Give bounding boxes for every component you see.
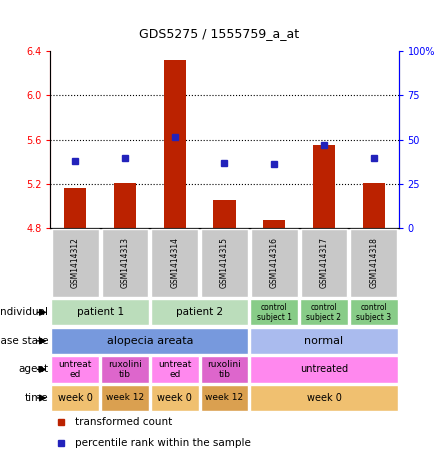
Bar bbox=[152, 229, 198, 297]
Text: week 12: week 12 bbox=[106, 394, 144, 402]
Text: individual: individual bbox=[0, 307, 48, 318]
Bar bbox=[251, 299, 298, 325]
Bar bbox=[102, 229, 148, 297]
Bar bbox=[213, 200, 236, 228]
Bar bbox=[251, 385, 398, 411]
Bar bbox=[300, 299, 348, 325]
Text: patient 1: patient 1 bbox=[77, 307, 124, 318]
Bar bbox=[51, 357, 99, 382]
Bar bbox=[300, 229, 347, 297]
Text: untreat
ed: untreat ed bbox=[158, 360, 191, 379]
Text: GSM1414316: GSM1414316 bbox=[270, 237, 279, 289]
Bar bbox=[52, 229, 99, 297]
Text: percentile rank within the sample: percentile rank within the sample bbox=[75, 438, 251, 448]
Bar bbox=[350, 299, 398, 325]
Bar bbox=[64, 188, 86, 228]
Text: GSM1414312: GSM1414312 bbox=[71, 237, 80, 289]
Text: GSM1414314: GSM1414314 bbox=[170, 237, 179, 289]
Text: untreated: untreated bbox=[300, 364, 348, 375]
Text: ruxolini
tib: ruxolini tib bbox=[108, 360, 142, 379]
Text: time: time bbox=[25, 393, 48, 403]
Bar bbox=[201, 385, 248, 411]
Bar bbox=[101, 385, 149, 411]
Bar bbox=[363, 183, 385, 228]
Text: GSM1414318: GSM1414318 bbox=[369, 237, 378, 289]
Bar bbox=[263, 220, 286, 228]
Bar bbox=[151, 299, 248, 325]
Text: GSM1414313: GSM1414313 bbox=[120, 237, 130, 289]
Bar bbox=[51, 299, 149, 325]
Text: agent: agent bbox=[18, 364, 48, 375]
Text: transformed count: transformed count bbox=[75, 417, 172, 427]
Text: alopecia areata: alopecia areata bbox=[106, 336, 193, 346]
Bar bbox=[163, 60, 186, 228]
Bar bbox=[251, 357, 398, 382]
Bar bbox=[101, 357, 149, 382]
Bar bbox=[51, 328, 248, 354]
Text: control
subject 2: control subject 2 bbox=[307, 303, 342, 322]
Bar bbox=[201, 229, 248, 297]
Bar bbox=[114, 183, 136, 228]
Text: week 0: week 0 bbox=[58, 393, 93, 403]
Text: control
subject 3: control subject 3 bbox=[356, 303, 391, 322]
Bar bbox=[151, 357, 198, 382]
Bar bbox=[313, 145, 335, 228]
Bar bbox=[251, 229, 297, 297]
Text: control
subject 1: control subject 1 bbox=[257, 303, 292, 322]
Text: patient 2: patient 2 bbox=[176, 307, 223, 318]
Bar bbox=[251, 328, 398, 354]
Text: week 0: week 0 bbox=[307, 393, 341, 403]
Text: untreat
ed: untreat ed bbox=[59, 360, 92, 379]
Text: disease state: disease state bbox=[0, 336, 48, 346]
Text: GSM1414317: GSM1414317 bbox=[319, 237, 328, 289]
Text: week 12: week 12 bbox=[205, 394, 244, 402]
Bar bbox=[350, 229, 397, 297]
Bar bbox=[151, 385, 198, 411]
Text: normal: normal bbox=[304, 336, 343, 346]
Text: GDS5275 / 1555759_a_at: GDS5275 / 1555759_a_at bbox=[139, 27, 299, 40]
Bar bbox=[51, 385, 99, 411]
Bar bbox=[201, 357, 248, 382]
Text: week 0: week 0 bbox=[157, 393, 192, 403]
Text: ruxolini
tib: ruxolini tib bbox=[208, 360, 241, 379]
Text: GSM1414315: GSM1414315 bbox=[220, 237, 229, 289]
